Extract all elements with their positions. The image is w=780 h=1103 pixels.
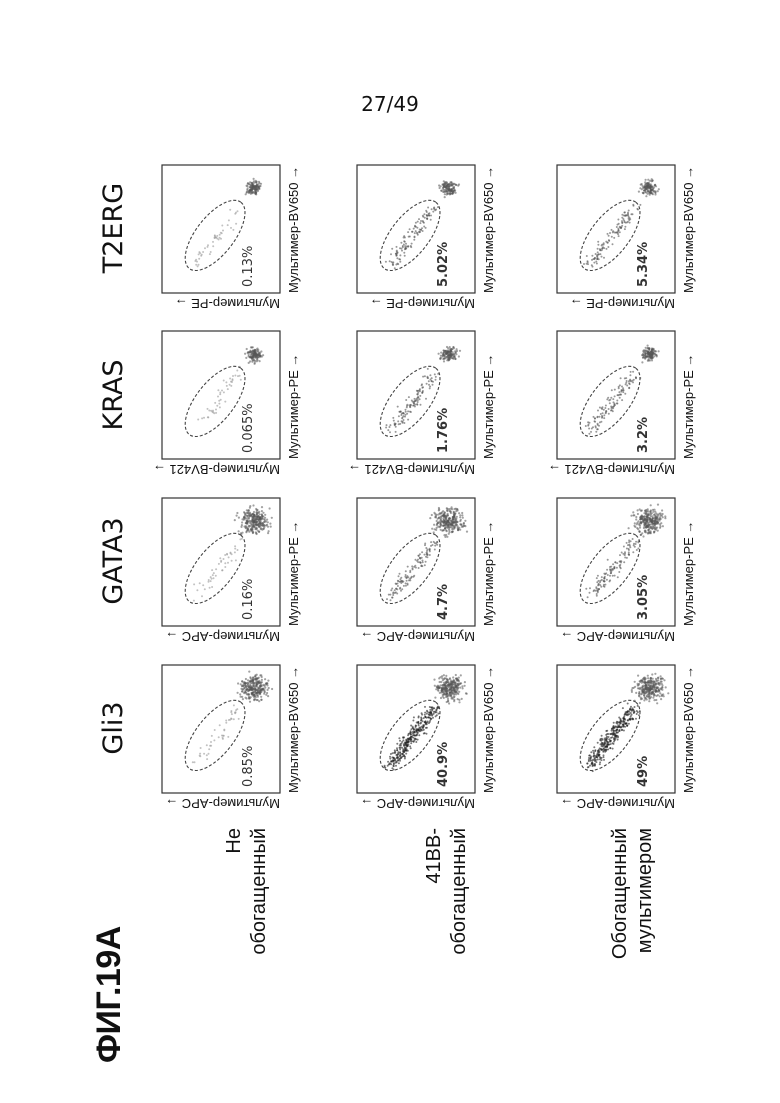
dot-plot: 0.85%Мультимер-BV650 →Мультимер-APC → bbox=[158, 659, 324, 807]
y-axis-label: Мультимер-APC → bbox=[165, 629, 280, 644]
y-axis-label: Мультимер-APC → bbox=[360, 629, 475, 644]
y-axis-label: Мультимер-APC → bbox=[560, 796, 675, 811]
plot-frame bbox=[557, 165, 675, 293]
row-label-line: обогащенный bbox=[247, 828, 272, 1043]
dot-plot: 3.05%Мультимер-PE →Мультимер-APC → bbox=[553, 492, 719, 640]
gate-percentage: 1.76% bbox=[436, 408, 451, 453]
plot-panel: 3.2%Мультимер-PE →Мультимер-BV421 → bbox=[553, 325, 724, 473]
gate-percentage: 5.34% bbox=[636, 242, 651, 287]
plot-panel: 0.85%Мультимер-BV650 →Мультимер-APC → bbox=[158, 659, 329, 807]
plot-panel: 49%Мультимер-BV650 →Мультимер-APC → bbox=[553, 659, 724, 807]
gate-percentage: 3.05% bbox=[636, 575, 651, 620]
column-title-t2erg: T2ERG bbox=[98, 148, 129, 308]
dot-plot: 0.065%Мультимер-PE →Мультимер-BV421 → bbox=[158, 325, 324, 473]
gate-percentage: 5.02% bbox=[436, 242, 451, 287]
dot-plot: 5.34%Мультимер-BV650 →Мультимер-PE → bbox=[553, 159, 719, 307]
gate-percentage: 0.13% bbox=[241, 246, 256, 287]
x-axis-label: Мультимер-BV650 → bbox=[681, 666, 696, 793]
row-label-line: обогащенный bbox=[447, 828, 472, 1043]
y-axis-label: Мультимер-PE → bbox=[570, 296, 675, 311]
plot-panel: 1.76%Мультимер-PE →Мультимер-BV421 → bbox=[353, 325, 524, 473]
row-label-line: Не bbox=[222, 828, 247, 1043]
dot-plot: 5.02%Мультимер-BV650 →Мультимер-PE → bbox=[353, 159, 519, 307]
row-label-not-enriched: Не обогащенный bbox=[222, 828, 272, 1043]
x-axis-label: Мультимер-BV650 → bbox=[286, 666, 301, 793]
dot-plot: 0.16%Мультимер-PE →Мультимер-APC → bbox=[158, 492, 324, 640]
dot-plot: 49%Мультимер-BV650 →Мультимер-APC → bbox=[553, 659, 719, 807]
plot-panel: 0.065%Мультимер-PE →Мультимер-BV421 → bbox=[158, 325, 329, 473]
y-axis-label: Мультимер-BV421 → bbox=[548, 462, 675, 477]
row-label-line: мультимером bbox=[633, 828, 658, 1043]
x-axis-label: Мультимер-PE → bbox=[481, 354, 496, 459]
plot-frame bbox=[162, 331, 280, 459]
x-axis-label: Мультимер-BV650 → bbox=[481, 666, 496, 793]
plot-panel: 0.16%Мультимер-PE →Мультимер-APC → bbox=[158, 492, 329, 640]
gate-percentage: 49% bbox=[636, 756, 651, 787]
x-axis-label: Мультимер-PE → bbox=[681, 521, 696, 626]
plot-panel: 3.05%Мультимер-PE →Мультимер-APC → bbox=[553, 492, 724, 640]
plot-panel: 5.34%Мультимер-BV650 →Мультимер-PE → bbox=[553, 159, 724, 307]
gate-percentage: 0.065% bbox=[241, 403, 256, 453]
dot-plot: 40.9%Мультимер-BV650 →Мультимер-APC → bbox=[353, 659, 519, 807]
plot-panel: 40.9%Мультимер-BV650 →Мультимер-APC → bbox=[353, 659, 524, 807]
plot-panel: 5.02%Мультимер-BV650 →Мультимер-PE → bbox=[353, 159, 524, 307]
gate-percentage: 40.9% bbox=[436, 742, 451, 787]
plot-panel: 0.13%Мультимер-BV650 →Мультимер-PE → bbox=[158, 159, 329, 307]
x-axis-label: Мультимер-BV650 → bbox=[681, 166, 696, 293]
row-label-multimer-enriched: Обогащенный мультимером bbox=[608, 828, 658, 1043]
gate-percentage: 0.85% bbox=[241, 746, 256, 787]
gate-percentage: 3.2% bbox=[636, 417, 651, 453]
row-label-line: 41ВВ- bbox=[422, 828, 447, 1043]
x-axis-label: Мультимер-PE → bbox=[681, 354, 696, 459]
dot-plot: 3.2%Мультимер-PE →Мультимер-BV421 → bbox=[553, 325, 719, 473]
column-title-gli3: Gli3 bbox=[98, 648, 129, 808]
x-axis-label: Мультимер-PE → bbox=[286, 354, 301, 459]
y-axis-label: Мультимер-APC → bbox=[560, 629, 675, 644]
figure-title: ФИГ.19А bbox=[90, 926, 129, 1063]
y-axis-label: Мультимер-BV421 → bbox=[348, 462, 475, 477]
y-axis-label: Мультимер-BV421 → bbox=[153, 462, 280, 477]
y-axis-label: Мультимер-PE → bbox=[175, 296, 280, 311]
plot-panel: 4.7%Мультимер-PE →Мультимер-APC → bbox=[353, 492, 524, 640]
column-title-kras: KRAS bbox=[98, 315, 129, 475]
plot-frame bbox=[162, 165, 280, 293]
x-axis-label: Мультимер-PE → bbox=[286, 521, 301, 626]
dot-plot: 1.76%Мультимер-PE →Мультимер-BV421 → bbox=[353, 325, 519, 473]
column-title-gata3: GATA3 bbox=[98, 481, 129, 641]
plot-frame bbox=[557, 331, 675, 459]
plot-frame bbox=[162, 665, 280, 793]
y-axis-label: Мультимер-PE → bbox=[370, 296, 475, 311]
dot-plot: 4.7%Мультимер-PE →Мультимер-APC → bbox=[353, 492, 519, 640]
gate-percentage: 4.7% bbox=[436, 584, 451, 620]
y-axis-label: Мультимер-APC → bbox=[165, 796, 280, 811]
x-axis-label: Мультимер-BV650 → bbox=[286, 166, 301, 293]
row-label-line: Обогащенный bbox=[608, 828, 633, 1043]
x-axis-label: Мультимер-BV650 → bbox=[481, 166, 496, 293]
x-axis-label: Мультимер-PE → bbox=[481, 521, 496, 626]
gate-percentage: 0.16% bbox=[241, 579, 256, 620]
row-label-41bb-enriched: 41ВВ- обогащенный bbox=[422, 828, 472, 1043]
dot-plot: 0.13%Мультимер-BV650 →Мультимер-PE → bbox=[158, 159, 324, 307]
y-axis-label: Мультимер-APC → bbox=[360, 796, 475, 811]
plot-frame bbox=[357, 165, 475, 293]
